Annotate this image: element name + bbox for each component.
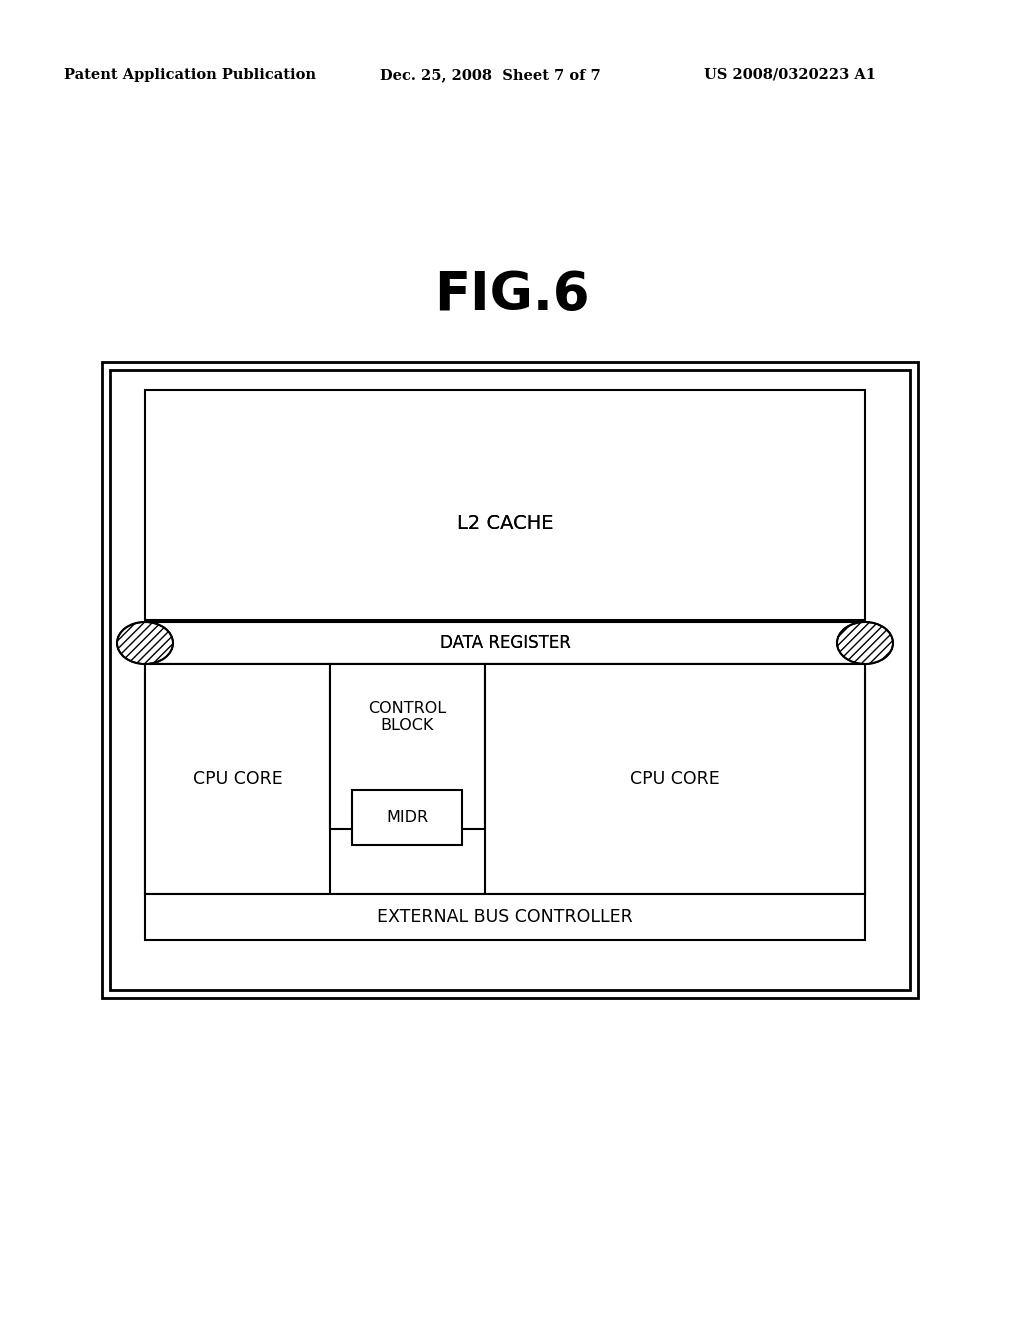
Text: DATA REGISTER: DATA REGISTER: [439, 634, 570, 652]
Bar: [352, 789, 462, 845]
Ellipse shape: [117, 622, 173, 664]
Ellipse shape: [837, 622, 893, 664]
Text: FIG.6: FIG.6: [434, 269, 590, 321]
Bar: [145, 389, 865, 620]
Bar: [485, 664, 865, 894]
Bar: [102, 362, 918, 998]
Text: Patent Application Publication: Patent Application Publication: [63, 69, 316, 82]
Text: CPU CORE: CPU CORE: [193, 770, 283, 788]
Text: MIDR: MIDR: [386, 810, 428, 825]
Bar: [145, 664, 330, 894]
Text: US 2008/0320223 A1: US 2008/0320223 A1: [705, 69, 876, 82]
Bar: [110, 370, 910, 990]
Bar: [145, 622, 865, 664]
Text: DATA REGISTER: DATA REGISTER: [439, 634, 570, 652]
Text: Dec. 25, 2008  Sheet 7 of 7: Dec. 25, 2008 Sheet 7 of 7: [380, 69, 600, 82]
Text: EXTERNAL BUS CONTROLLER: EXTERNAL BUS CONTROLLER: [377, 908, 633, 927]
Bar: [145, 664, 865, 894]
Bar: [145, 894, 865, 940]
Text: L2 CACHE: L2 CACHE: [457, 513, 553, 533]
Text: L2 CACHE: L2 CACHE: [457, 513, 553, 533]
Text: CONTROL
BLOCK: CONTROL BLOCK: [369, 701, 446, 733]
Bar: [330, 664, 485, 829]
Text: CPU CORE: CPU CORE: [630, 770, 720, 788]
